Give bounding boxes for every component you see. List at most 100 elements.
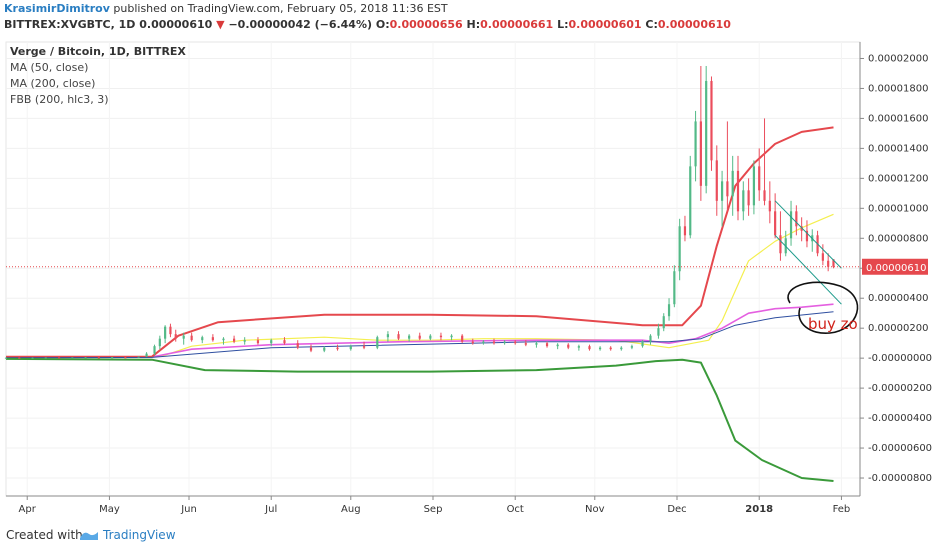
buy-zone-label: buy zo — [808, 315, 858, 333]
candle-body — [296, 343, 299, 348]
candle-body — [789, 211, 793, 239]
x-tick-label: Dec — [667, 504, 686, 515]
x-tick-label: May — [99, 504, 120, 515]
price-chart[interactable]: 0.00002000 0.00001800 0.00001600 0.00001400… — [0, 38, 932, 518]
candle-body — [524, 343, 527, 345]
series-line-fbb-basis — [5, 311, 834, 359]
candle-body — [710, 80, 713, 161]
candle-body — [450, 335, 453, 338]
candle-body — [752, 166, 756, 206]
last-price: 0.00000610 — [139, 18, 213, 31]
candle-body — [774, 211, 777, 236]
legend-title: Verge / Bitcoin, 1D, BITTREX — [10, 45, 186, 58]
candle-body — [763, 190, 766, 201]
candle-body — [726, 181, 729, 197]
candle-body — [673, 271, 676, 305]
time-axis[interactable]: Apr May Jun Jul Aug Sep Oct Nov Dec 2018 Feb — [6, 495, 860, 515]
candle-body — [461, 335, 464, 342]
candle-body — [598, 347, 602, 350]
plot-area[interactable] — [4, 65, 842, 482]
candle-body — [182, 335, 185, 339]
x-tick-label: Nov — [585, 504, 605, 515]
candle-body — [715, 160, 718, 201]
x-tick-label: 2018 — [745, 504, 773, 515]
candle-body — [18, 357, 21, 359]
candle-body — [641, 341, 644, 347]
candle-body — [482, 341, 485, 344]
close-value: 0.00000610 — [657, 18, 731, 31]
chart-header: KrasimirDimitrov published on TradingVie… — [0, 0, 932, 36]
candle-body — [800, 226, 803, 231]
y-tick-label: 0.00000200 — [868, 323, 928, 334]
candle-body — [556, 344, 559, 347]
candle-body — [349, 346, 352, 350]
x-tick-label: Feb — [833, 504, 851, 515]
y-tick-label: -0.00000400 — [868, 413, 932, 424]
channel-lower-line — [774, 234, 842, 305]
chart-legend: Verge / Bitcoin, 1D, BITTREX MA (50, clo… — [10, 45, 186, 106]
y-tick-label: 0.00001600 — [868, 113, 928, 124]
candle-body — [97, 357, 100, 359]
price-axis[interactable]: 0.00002000 0.00001800 0.00001600 0.00001400… — [859, 42, 932, 496]
candle-body — [323, 347, 326, 351]
candle-body — [577, 346, 580, 348]
y-tick-label: 0.00001000 — [868, 203, 928, 214]
y-tick-label: 0.00000800 — [868, 233, 928, 244]
y-tick-label: 0.00002000 — [868, 53, 928, 64]
open-label: O: — [375, 18, 390, 31]
candle-body — [720, 181, 724, 201]
candle-body — [169, 326, 172, 335]
tradingview-brand[interactable]: TradingView — [103, 528, 176, 542]
candle-body — [471, 341, 474, 344]
candle-body — [243, 340, 246, 342]
candle-body — [832, 259, 835, 267]
channel-upper-line — [774, 200, 842, 269]
candle-body — [683, 226, 687, 236]
candle-body — [256, 340, 260, 344]
published-text: published on TradingView.com, February 0… — [113, 2, 448, 15]
x-tick-label: Oct — [507, 504, 524, 515]
candle-body — [211, 337, 214, 341]
candle-body — [768, 200, 771, 212]
candle-body — [124, 357, 127, 359]
buy-zone-annotation: buy zo — [787, 281, 859, 334]
x-tick-label: Sep — [424, 504, 443, 515]
x-tick-label: Aug — [341, 504, 361, 515]
candle-body — [376, 337, 379, 348]
candle-body — [137, 356, 140, 358]
candle-body — [201, 337, 204, 341]
candle-body — [779, 235, 782, 254]
price-change: −0.00000042 (−6.44%) — [228, 18, 373, 31]
y-tick-label: 0.00001400 — [868, 143, 928, 154]
candle-body — [620, 347, 623, 350]
candle-body — [731, 170, 734, 197]
candle-body — [31, 357, 34, 359]
x-tick-label: Jul — [264, 504, 277, 515]
down-arrow-icon: ▼ — [216, 18, 225, 31]
y-tick-label: -0.00000800 — [868, 473, 932, 484]
candle-body — [609, 347, 612, 350]
symbol-label: BITTREX:XVGBTC, 1D — [4, 18, 136, 31]
candle-body — [4, 357, 8, 359]
candle-body — [270, 340, 273, 344]
author-link[interactable]: KrasimirDimitrov — [4, 2, 110, 15]
candle-body — [232, 338, 236, 342]
candle-body — [514, 341, 517, 344]
candle-body — [667, 304, 671, 317]
symbol-line: BITTREX:XVGBTC, 1D 0.00000610 ▼ −0.00000… — [4, 18, 731, 31]
candle-body — [408, 335, 411, 339]
high-label: H: — [466, 18, 481, 31]
last-price-tag — [862, 258, 928, 275]
candle-body — [699, 121, 702, 186]
candle-body — [567, 344, 570, 348]
candle-body — [805, 230, 809, 242]
candle-body — [503, 341, 506, 344]
candle-body — [795, 211, 798, 227]
y-tick-label: 0.00000400 — [868, 293, 928, 304]
candle-body — [283, 340, 286, 344]
y-tick-label: 0.00001800 — [868, 83, 928, 94]
candle-body — [689, 166, 692, 236]
x-tick-label: Apr — [19, 504, 37, 515]
low-label: L: — [557, 18, 569, 31]
candle-body — [758, 166, 761, 191]
